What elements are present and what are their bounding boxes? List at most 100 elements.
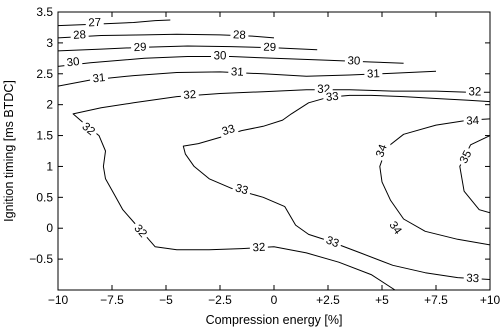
contour-line-28 [58, 33, 275, 39]
contour-label-background [180, 88, 200, 103]
contour-label-background [321, 233, 343, 252]
contour-label-background [63, 55, 83, 70]
contour-label-text: 33 [221, 123, 237, 138]
y-tick-label: 2.5 [36, 67, 53, 81]
y-tick-label: 3 [46, 36, 53, 50]
contour-label-text: 30 [347, 55, 360, 68]
x-tick-label: 0 [271, 293, 278, 307]
contour-label-background [322, 90, 342, 105]
y-tick-label: −0.5 [29, 252, 53, 266]
contour-label-background [249, 241, 269, 255]
contour-label-background [211, 50, 229, 63]
contour-label-32: 32 [129, 220, 151, 243]
contour-label-35: 35 [456, 146, 476, 168]
contour-line-34 [379, 118, 490, 246]
x-tick-label: −2.5 [208, 293, 232, 307]
contour-label-34: 34 [384, 217, 406, 240]
contour-label-33: 33 [321, 233, 343, 252]
contour-label-27: 27 [85, 16, 104, 30]
contour-label-background [228, 66, 247, 79]
contour-label-background [218, 122, 239, 140]
contour-label-background [89, 71, 109, 86]
contour-label-33: 33 [463, 272, 483, 286]
y-tick-label: 2 [46, 98, 53, 112]
contour-label-32: 32 [249, 241, 269, 255]
contour-label-background [463, 114, 483, 128]
x-tick-label: +5 [375, 293, 389, 307]
contour-label-33: 33 [218, 122, 239, 140]
y-tick-label: 1 [46, 159, 53, 173]
contour-label-text: 31 [367, 68, 380, 81]
contour-label-text: 35 [458, 149, 474, 166]
contour-label-32: 32 [180, 88, 200, 103]
contour-label-32: 32 [77, 119, 99, 140]
contour-label-text: 32 [469, 86, 482, 98]
contour-label-33: 33 [322, 90, 342, 105]
contour-label-text: 33 [325, 91, 339, 104]
contour-label-34: 34 [463, 114, 483, 128]
contour-label-background [85, 16, 104, 30]
y-tick-label: 3.5 [36, 5, 53, 19]
x-tick-label: +7.5 [424, 293, 448, 307]
contour-label-background [344, 55, 364, 68]
contour-label-31: 31 [228, 66, 247, 79]
contour-label-background [465, 86, 484, 99]
contour-label-background [364, 68, 383, 81]
contour-line-35 [459, 135, 490, 214]
contour-label-text: 31 [92, 72, 106, 85]
contour-label-background [373, 140, 391, 162]
contour-label-text: 34 [466, 115, 480, 128]
contour-label-background [129, 220, 151, 243]
x-tick-label: +2.5 [316, 293, 340, 307]
x-tick-label: −7.5 [100, 293, 124, 307]
y-tick-label: 0.5 [36, 190, 53, 204]
contour-label-text: 33 [466, 273, 479, 286]
contour-label-text: 30 [66, 56, 80, 69]
contour-label-text: 33 [234, 182, 250, 197]
x-tick-label: −10 [48, 293, 69, 307]
x-axis-label: Compression energy [%] [206, 313, 343, 327]
contour-label-background [70, 28, 89, 43]
contour-label-31: 31 [364, 68, 383, 81]
contour-line-32 [72, 89, 490, 290]
contour-label-text: 32 [183, 89, 197, 102]
contour-label-background [231, 181, 252, 199]
x-tick-label: −5 [159, 293, 173, 307]
x-tick-label: +10 [480, 293, 501, 307]
contour-label-text: 30 [214, 51, 227, 63]
contour-label-28: 28 [70, 28, 89, 43]
contour-label-31: 31 [89, 71, 109, 86]
y-tick-label: 0 [46, 221, 53, 235]
contour-label-29: 29 [260, 41, 279, 55]
contour-label-text: 27 [88, 17, 101, 30]
contour-label-text: 33 [324, 235, 340, 251]
contour-label-background [77, 119, 99, 140]
contour-label-32: 32 [465, 86, 484, 99]
contour-label-background [230, 29, 249, 42]
contour-line-27 [58, 19, 171, 27]
contour-label-background [384, 217, 406, 240]
contour-label-background [130, 41, 150, 55]
contour-label-30: 30 [344, 55, 364, 68]
contour-label-text: 28 [73, 29, 86, 42]
contour-label-30: 30 [63, 55, 83, 70]
contour-label-text: 29 [133, 42, 146, 55]
contour-lines-layer [58, 19, 490, 290]
contour-label-background [456, 146, 476, 168]
axis-ticks-layer: −10 −7.5 −5 −2.5 0 +2.5 +5 +7.5 +10 −0.5 0 0.5 1 1.5 2… [29, 5, 500, 307]
contour-label-text: 32 [252, 242, 265, 255]
contour-label-background [260, 41, 279, 55]
contour-label-34: 34 [373, 140, 391, 162]
contour-label-text: 28 [233, 29, 246, 41]
contour-label-28: 28 [230, 29, 249, 42]
contour-label-text: 34 [374, 142, 390, 159]
y-tick-label: 1.5 [36, 129, 53, 143]
contour-label-33: 33 [231, 181, 252, 199]
contour-label-29: 29 [130, 41, 150, 55]
y-axis-label: Ignition timing [ms BTDC] [2, 80, 16, 222]
contour-label-text: 31 [231, 66, 244, 79]
contour-label-background [463, 272, 483, 286]
contour-line-33 [182, 94, 490, 280]
